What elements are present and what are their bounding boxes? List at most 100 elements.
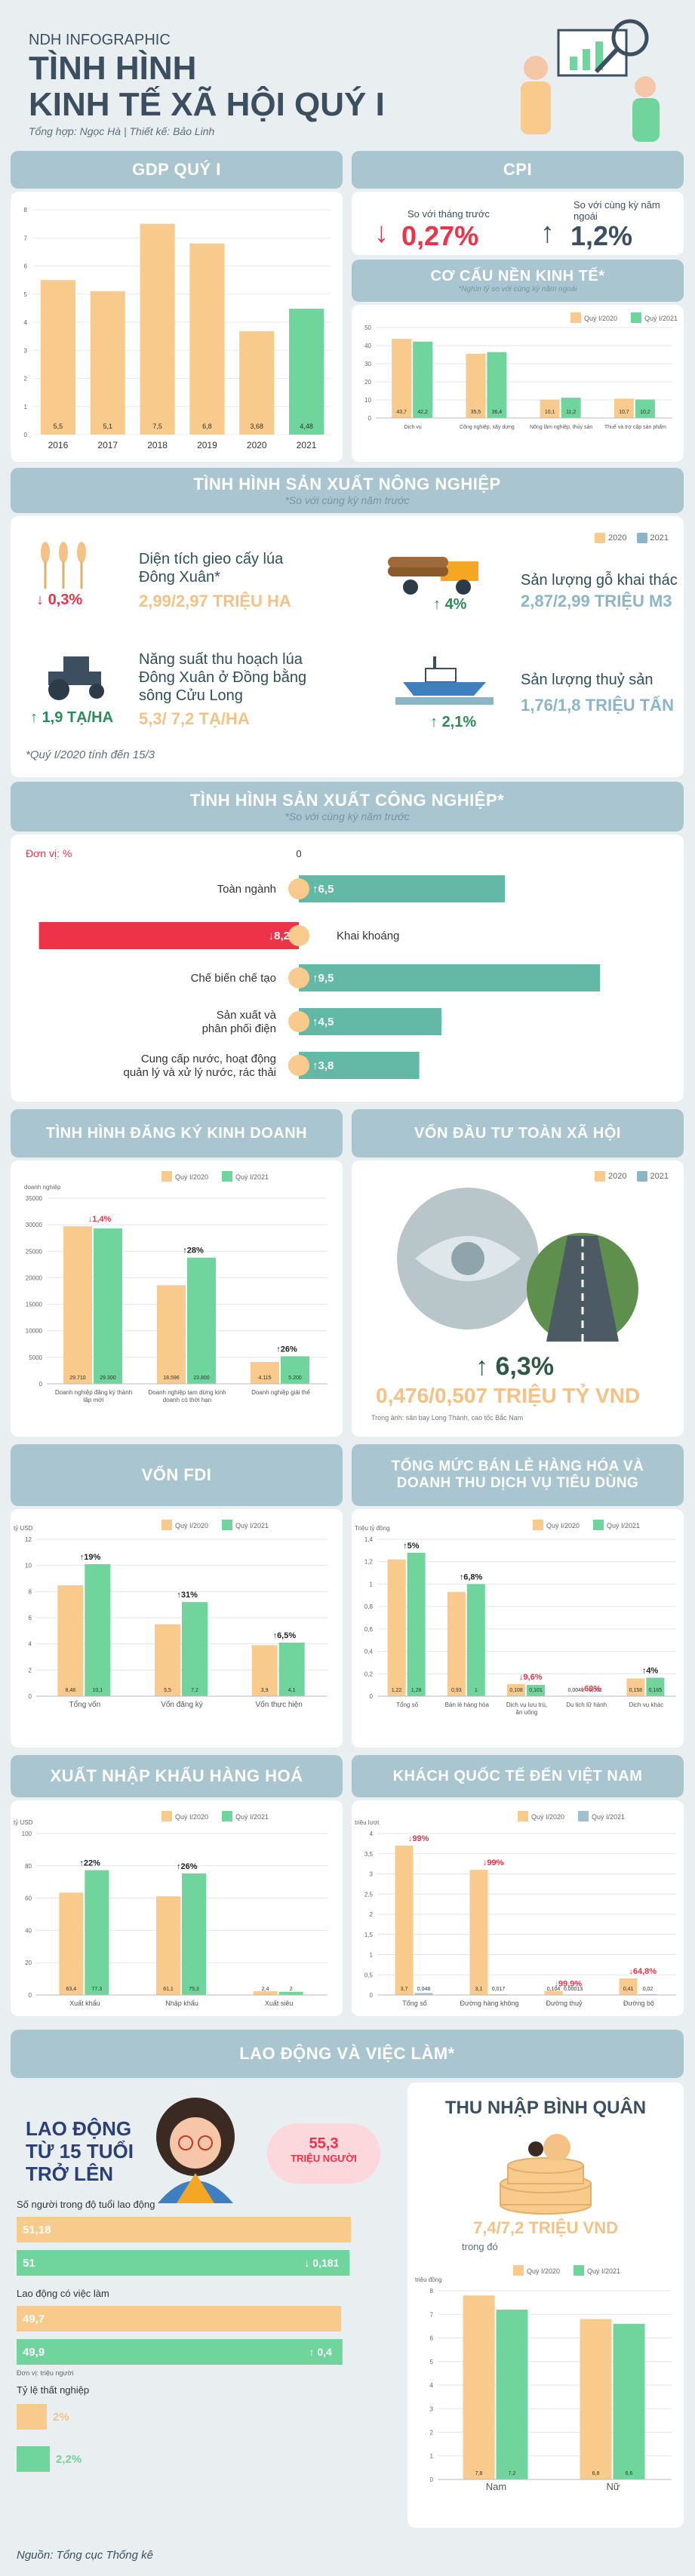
x-category-label: ăn uống xyxy=(516,1709,538,1716)
y-tick-label: 0 xyxy=(29,1693,32,1700)
investment-legend-2021: 2021 xyxy=(650,1171,669,1181)
y-tick-label: 2 xyxy=(430,2430,434,2436)
bar xyxy=(387,1559,406,1696)
bar-value-label: 63,4 xyxy=(66,1987,77,1992)
fish-change: ↑ 2,1% xyxy=(430,714,477,730)
labor-change-label: ↓ 0,181 xyxy=(304,2257,339,2269)
retail-banner: TỔNG MỨC BÁN LẺ HÀNG HÓA VÀ DOANH THU DỊ… xyxy=(352,1444,684,1506)
labor-bar-2020 xyxy=(17,2306,342,2332)
gdp-bar-value: 7,5 xyxy=(152,423,162,430)
rice-area-change: ↓ 0,3% xyxy=(36,592,83,608)
industry-row-icon xyxy=(288,925,309,946)
bar-value-label: 36,4 xyxy=(492,410,503,415)
industry-bar xyxy=(299,1052,420,1079)
legend-label: Quý I/2020 xyxy=(175,1522,208,1529)
industry-row-icon xyxy=(288,878,309,899)
fish-value-text: 1,76/1,8 TRIỆU TẤN xyxy=(521,696,674,715)
y-tick-label: 8 xyxy=(24,207,28,214)
retail-title: TỔNG MỨC BÁN LẺ HÀNG HÓA VÀ DOANH THU DỊ… xyxy=(391,1459,644,1491)
rice-area-value: 2,99/2,97 TRIỆU HA xyxy=(139,592,291,611)
labor-change-label: ↑ 0,4 xyxy=(309,2346,332,2358)
arrow-up-icon: ↑ xyxy=(540,217,555,249)
y-axis-label: doanh nghiệp xyxy=(24,1184,61,1191)
labor-unemp-value: 2,2% xyxy=(56,2453,81,2466)
y-tick-label: 3 xyxy=(24,347,28,354)
bar-value-label: 8,48 xyxy=(66,1688,76,1693)
bar-value-label: 29.710 xyxy=(69,1376,86,1381)
y-axis-label: tỷ USD xyxy=(14,1819,33,1826)
structure-subtitle: *Nghìn tỷ so với cùng kỳ năm ngoái xyxy=(458,285,577,294)
bar xyxy=(580,2319,612,2479)
y-tick-label: 0 xyxy=(430,2476,434,2483)
fish-label: Sản lượng thuỷ sản xyxy=(521,672,653,688)
agri-legend-2020: 2020 xyxy=(607,533,627,543)
y-tick-label: 30000 xyxy=(26,1222,43,1228)
gdp-bar xyxy=(189,243,225,435)
trade-chart: tỷ USD 0 20 40 60 80 100 Quý I/2020 Quý I/2021 63… xyxy=(14,1811,328,2007)
x-category-label: Vốn thực hiện xyxy=(256,1700,303,1709)
y-tick-label: 0,5 xyxy=(364,1972,374,1978)
y-tick-label: 0 xyxy=(368,415,372,422)
bar-value-label: 7,8 xyxy=(475,2471,483,2476)
gdp-bar-value: 6,8 xyxy=(202,423,212,430)
labor-bar-value: 49,9 xyxy=(23,2346,45,2359)
y-tick-label: 2 xyxy=(29,1667,32,1674)
structure-card: 0 10 20 30 40 50 Quý I/2020 Quý I/2021 43,7 42,2 D… xyxy=(352,305,684,462)
agri-card: 2020 2021 ↓ 0,3% Diện tích gieo cấy lúa … xyxy=(11,516,684,777)
y-tick-label: 40 xyxy=(25,1927,32,1934)
legend-swatch xyxy=(518,1811,528,1821)
y-tick-label: 12 xyxy=(25,1536,32,1543)
change-label: ↑28% xyxy=(183,1247,204,1256)
bar xyxy=(278,1642,305,1696)
y-tick-label: 4 xyxy=(29,1641,32,1648)
y-tick-label: 25000 xyxy=(26,1248,43,1255)
y-tick-label: 8 xyxy=(29,1588,32,1595)
labor-bubble: 55,3 TRIỆU NGƯỜI xyxy=(267,2123,380,2184)
gdp-bar xyxy=(40,280,75,435)
x-category-label: Vốn đăng ký xyxy=(161,1700,203,1709)
labor-bar-value: 49,7 xyxy=(23,2313,45,2325)
industry-title: TÌNH HÌNH SẢN XUẤT CÔNG NGHIỆP* xyxy=(189,791,505,810)
industry-row-label: phân phối điện xyxy=(202,1022,276,1035)
bar xyxy=(626,1678,645,1696)
gdp-year-label: 2016 xyxy=(48,440,69,450)
structure-chart: 0 10 20 30 40 50 Quý I/2020 Quý I/2021 43,7 42,2 D… xyxy=(364,312,678,430)
legend-label: Quý I/2020 xyxy=(527,2267,560,2275)
bar-value-label: 1,22 xyxy=(392,1688,402,1693)
y-tick-label: 7 xyxy=(24,235,28,241)
cpi-card: So với tháng trước ↓ 0,27% So với cùng k… xyxy=(352,192,684,255)
change-label: ↑31% xyxy=(177,1591,198,1600)
bar xyxy=(540,399,560,418)
y-tick-label: 1 xyxy=(370,1952,374,1959)
legend-label: Quý I/2020 xyxy=(175,1173,208,1181)
legend-label: Quý I/2021 xyxy=(235,1813,269,1821)
y-tick-label: 0,8 xyxy=(364,1603,374,1610)
x-category-label: Xuất khẩu xyxy=(69,2000,100,2007)
gdp-year-label: 2021 xyxy=(297,440,317,450)
visitors-chart: triệu lượt 0 0,5 1 1,5 2 2,5 3 3,5 4 Quý I/2020 Quý… xyxy=(355,1811,676,2007)
y-tick-label: 0,4 xyxy=(364,1649,374,1655)
bar xyxy=(251,1645,278,1696)
y-tick-label: 0 xyxy=(39,1381,43,1388)
bar xyxy=(619,1978,638,1995)
fdi-card: tỷ USD 0 2 4 6 8 10 12 Quý I/2020 Quý I/2021 8,48 1… xyxy=(11,1509,343,1748)
industry-bar xyxy=(299,875,505,902)
y-tick-label: 7 xyxy=(430,2311,434,2318)
bar-value-label: 0,158 xyxy=(629,1688,643,1693)
labor-bar-2020 xyxy=(17,2217,351,2242)
bar-value-label: 18.596 xyxy=(163,1376,180,1381)
industry-bar-value: ↑9,5 xyxy=(312,972,334,985)
industry-unit: Đơn vị: % xyxy=(26,847,72,859)
bar-value-label: 0,41 xyxy=(623,1987,634,1992)
x-category-label: Bán lẻ hàng hóa xyxy=(445,1701,490,1708)
bar xyxy=(466,353,486,418)
y-tick-label: 1,2 xyxy=(364,1559,374,1566)
change-label: ↓99% xyxy=(483,1858,504,1867)
income-value: 7,4/7,2 TRIỆU VND xyxy=(473,2218,618,2237)
bar-value-label: 2 xyxy=(290,1987,293,1992)
rice-area-change-value: 0,3% xyxy=(48,592,83,608)
industry-row-label: Cung cấp nước, hoạt động xyxy=(141,1053,276,1065)
y-tick-label: 1,5 xyxy=(364,1932,374,1938)
gdp-year-label: 2018 xyxy=(147,440,168,450)
bar xyxy=(507,1683,525,1696)
